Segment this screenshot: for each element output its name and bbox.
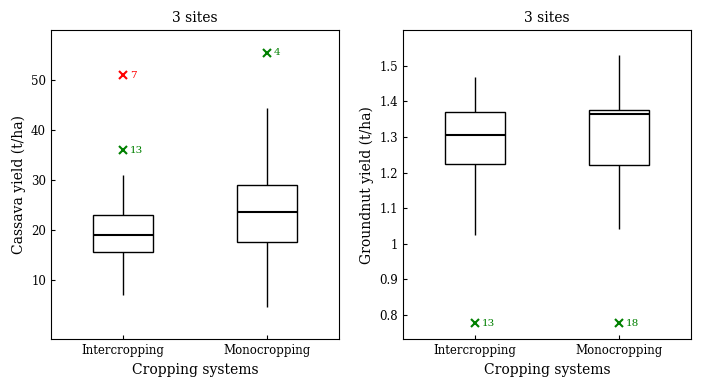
Title: 3 sites: 3 sites — [524, 11, 570, 25]
Bar — [589, 110, 649, 165]
Text: 4: 4 — [274, 48, 281, 57]
X-axis label: Cropping systems: Cropping systems — [484, 363, 610, 377]
Text: 7: 7 — [130, 71, 137, 80]
Bar — [445, 112, 505, 164]
Title: 3 sites: 3 sites — [172, 11, 218, 25]
Text: 13: 13 — [482, 319, 496, 328]
Text: 13: 13 — [130, 146, 143, 154]
Text: 18: 18 — [626, 319, 640, 328]
X-axis label: Cropping systems: Cropping systems — [131, 363, 258, 377]
Y-axis label: Cassava yield (t/ha): Cassava yield (t/ha) — [11, 116, 25, 255]
Bar — [93, 215, 153, 252]
Bar — [237, 185, 297, 242]
Y-axis label: Groundnut yield (t/ha): Groundnut yield (t/ha) — [359, 106, 374, 264]
